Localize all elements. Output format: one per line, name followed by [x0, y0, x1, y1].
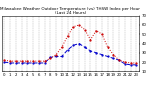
Title: Milwaukee Weather Outdoor Temperature (vs) THSW Index per Hour (Last 24 Hours): Milwaukee Weather Outdoor Temperature (v… [0, 7, 140, 15]
